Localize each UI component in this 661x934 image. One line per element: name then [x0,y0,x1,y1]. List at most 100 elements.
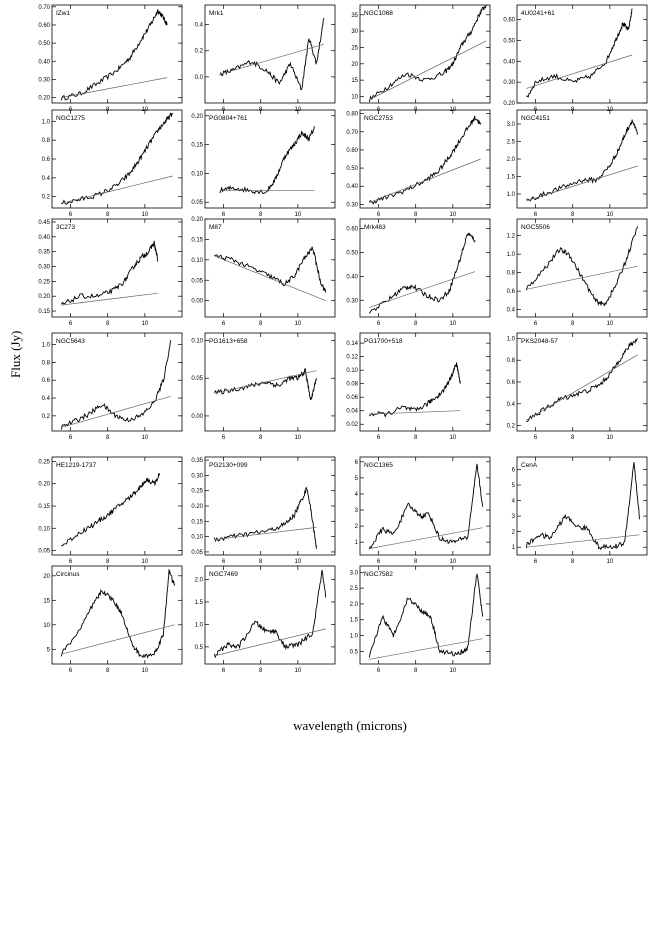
x-tick-label: 6 [69,668,73,674]
y-tick-label: 0.15 [191,519,203,525]
x-tick-label: 8 [106,212,110,218]
y-tick-label: 0.6 [42,378,51,384]
y-tick-label: 20 [351,62,358,68]
spectrum-line [369,362,461,418]
panel-frame [51,332,183,432]
continuum-fit-line [369,410,461,415]
panel-title: NGC7582 [364,571,393,578]
y-tick-label: 0.05 [38,549,50,555]
x-tick-label: 8 [106,435,110,441]
y-tick-label: 2 [512,530,516,536]
panel-title: 4U0241+61 [521,10,555,17]
x-tick-label: 8 [414,668,418,674]
spectrum-line [526,119,639,202]
y-tick-label: 0.10 [191,171,203,177]
continuum-fit-line [369,638,483,660]
panel-title: NGC1365 [364,462,393,469]
panel-title: Circinus [56,571,80,578]
y-tick-label: 5 [512,483,516,489]
y-tick-label: 0.40 [38,59,50,65]
x-tick-label: 10 [607,212,614,218]
spectrum-line [213,368,317,400]
spectrum-line [368,4,487,103]
spectrum-line [369,115,482,205]
y-tick-label: 0.05 [191,550,203,556]
y-tick-label: 0.20 [191,114,203,120]
x-tick-label: 6 [222,212,226,218]
x-tick-label: 8 [259,321,263,327]
y-tick-label: 0.30 [38,265,50,271]
y-tick-label: 0.10 [38,526,50,532]
x-tick-label: 10 [142,668,149,674]
x-tick-label: 8 [259,212,263,218]
panel-title: 3C273 [56,224,76,231]
y-tick-label: 0.30 [346,202,358,208]
y-tick-label: 0.15 [191,237,203,243]
x-tick-label: 6 [222,321,226,327]
panel-5: 6 8 10 0.05 0.10 0.15 0.20 PG0804+761 [191,109,336,218]
panel-2: 6810101520253035NGC1068 [351,4,491,113]
panel-frame [204,565,336,665]
y-tick-label: 1.2 [507,234,516,240]
y-tick-label: 0.8 [42,138,51,144]
panel-22: 6 8 10 0.5 1.0 1.5 2.0 2.5 3.0 NGC7582 [350,565,491,674]
x-tick-label: 6 [534,321,538,327]
x-tick-label: 6 [534,559,538,565]
x-tick-label: 8 [571,559,575,565]
panel-title: PG2130+099 [209,462,248,469]
x-tick-label: 10 [450,668,457,674]
x-tick-label: 6 [69,435,73,441]
panel-frame [51,109,183,209]
x-tick-label: 6 [69,321,73,327]
y-tick-label: 0.20 [191,504,203,510]
y-tick-label: 0.10 [346,368,358,374]
panel-17: 6 8 10 0.05 0.10 0.15 0.20 0.25 0.30 0.35 PG2130+0… [191,456,336,565]
x-tick-label: 8 [571,321,575,327]
panel-title: IZw1 [56,10,70,17]
y-tick-label: 3 [355,508,359,514]
panel-title: PG1613+658 [209,338,248,345]
panel-14: 6 8 10 0.02 0.04 0.06 0.08 0.10 0.12 0.14 PG1700+5… [346,332,491,441]
y-tick-label: 1.5 [195,600,204,606]
y-tick-label: 0.20 [191,217,203,223]
y-tick-label: 15 [43,598,50,604]
panel-21: 6 8 10 0.5 1.0 1.5 2.0 NGC7469 [195,565,336,674]
y-tick-label: 30 [351,29,358,35]
spectrum-line [526,338,638,423]
x-tick-label: 6 [222,559,226,565]
x-tick-label: 8 [414,435,418,441]
y-tick-label: 4 [512,499,516,505]
x-tick-label: 8 [414,559,418,565]
y-tick-label: 0.4 [42,396,51,402]
panel-title: HE1219-1737 [56,462,96,469]
y-tick-label: 0.25 [38,279,50,285]
panel-frame [359,4,491,104]
y-tick-label: 2.5 [350,586,359,592]
y-tick-label: 0.05 [191,376,203,382]
x-tick-label: 10 [450,212,457,218]
panel-title: NGC1275 [56,115,85,122]
continuum-fit-line [369,158,481,203]
y-tick-label: 0.20 [38,294,50,300]
y-tick-label: 0.45 [38,220,50,226]
panel-title: Mrk463 [364,224,386,231]
x-tick-label: 8 [259,559,263,565]
panel-16: 6 8 10 0.05 0.10 0.15 0.20 0.25 HE1219-1737 [38,456,183,565]
panel-frame [359,332,491,432]
y-tick-label: 2 [355,524,359,530]
y-tick-label: 2.0 [195,577,204,583]
y-tick-label: 0.0 [195,75,204,81]
y-tick-label: 0.6 [507,289,516,295]
continuum-fit-line [526,534,640,548]
x-tick-label: 6 [69,559,73,565]
panel-title: NGC1068 [364,10,393,17]
y-tick-label: 0.40 [38,235,50,241]
y-tick-label: 0.50 [38,41,50,47]
x-tick-label: 6 [534,435,538,441]
panel-title: NGC2753 [364,115,393,122]
x-tick-label: 6 [222,435,226,441]
panel-frame [204,218,336,318]
